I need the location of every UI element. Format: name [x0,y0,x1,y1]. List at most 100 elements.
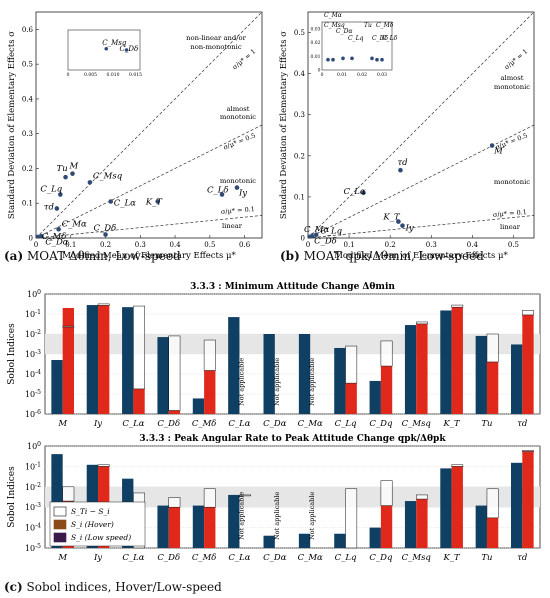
data-point [400,223,405,228]
y-tick-label: 0.6 [22,26,34,34]
point-label: C_Mα [62,219,87,229]
legend-swatch [53,532,67,543]
bar-low-speed [192,398,205,414]
bar-st-minus-si [133,305,145,390]
not-applicable-label: Not applicable [237,358,245,406]
x-tick-label: 0.4 [467,241,479,249]
data-point [87,180,93,185]
bar-hover [380,366,393,414]
bar-low-speed [228,494,240,548]
category-label: C_Lα [122,419,144,429]
category-label: C_Lα [228,553,250,563]
category-label: C_Lα [228,419,250,429]
category-label: M [57,419,67,429]
data-point [361,190,366,196]
inset-point [341,56,345,61]
caption-c: (c) Sobol indices, Hover/Low-speed [4,580,222,594]
point-label: C_Dδ [314,236,337,246]
point-label: K_T [145,197,164,207]
bar-low-speed [334,347,346,414]
y-tick-label: 0.2 [22,165,33,173]
plot-group [308,12,534,238]
y-tick-label: 10-1 [25,309,41,319]
bar-hover [416,499,428,548]
bar-hover [451,466,463,548]
inset-point-label: C_Msq [102,39,127,47]
caption-b: (b) MOAT qpk/Δθmin, Low-speed [280,249,484,263]
x-tick-label: 0.5 [508,241,519,249]
category-label: C_Lq [335,419,357,429]
bar-low-speed [404,325,417,414]
point-label: Iy [238,189,247,199]
bar-st-minus-si [62,325,75,328]
point-label: C_Mα [304,225,329,235]
point-label: C_Mδ [42,232,67,242]
category-label: C_Dα [263,419,287,429]
y-tick-label: 0.1 [22,200,33,208]
inset-box [321,21,393,71]
x-axis-label: Modified Mean of Elementary Effects μ* [62,251,236,261]
bar-st-minus-si [168,497,181,508]
category-label: τd [517,553,528,563]
x-tick-label: 0.4 [170,241,182,249]
data-point [398,167,403,173]
point-label: C_Dα [45,237,69,247]
bar-low-speed [51,454,63,548]
category-label: C_Mα [298,553,323,563]
bar-st-minus-si [203,339,216,371]
y-tick-label: 10-1 [25,461,41,471]
category-label: Iy [93,553,102,563]
bar-hover [345,383,357,414]
bar-st-minus-si [522,310,534,316]
category-label: C_Msq [402,553,432,563]
category-label: Tu [481,553,492,563]
category-label: τd [517,419,528,429]
data-point [103,232,108,237]
inset-x-tick-label: 0.015 [129,72,142,78]
ratio-line [36,12,262,238]
inset-point [326,57,330,62]
inset-point-label: C_Msq [324,22,345,29]
category-label: C_Dq [369,419,393,429]
inset-y-tick-label: 0 [318,68,321,74]
y-tick-label: 100 [27,441,41,451]
bar-hover [168,410,181,414]
ratio-line [308,215,534,238]
ratio-line [36,215,262,238]
ratio-line-label: σ/μ* = 0.1 [221,205,256,216]
bar-low-speed [51,360,63,414]
region-label: monotonic [494,178,530,186]
scatter-chart-b: 0 0.1 0.2 0.3 0.4 0.500.10.20.30.40.5Modified… [279,11,535,261]
x-tick-label: 0.1 [344,241,355,249]
point-label: M [69,162,79,172]
bar-low-speed [263,334,275,414]
y-tick-label: 10-3 [25,349,41,359]
point-label: τd [397,158,408,168]
data-point [219,192,225,197]
x-tick-label: 0 [306,241,310,249]
inset-point-label: C_Dδ [120,45,139,53]
point-label: C_Msq [93,171,123,181]
x-tick-label: 0.3 [426,241,437,249]
bar-st-minus-si [416,494,428,500]
y-tick-label: 0.1 [294,193,305,201]
category-label: C_Dδ [157,419,180,429]
not-applicable-label: Not applicable [273,492,281,540]
data-point [309,234,315,238]
bar-low-speed [369,527,381,548]
bar-st-minus-si [416,321,428,325]
inset-point-label: C_Dδ [372,35,388,42]
data-point [313,232,319,238]
data-point [58,192,63,197]
y-axis-label: Standard Deviation of Elementary Effects… [7,31,17,219]
y-tick-label: 10-5 [25,543,41,553]
bar-st-minus-si [97,303,110,306]
bar-hover [204,507,216,548]
region-label: almost [501,74,524,82]
inset-point [331,57,335,62]
ratio-line-label: σ/μ* = 0.1 [493,208,528,219]
data-point [155,199,160,204]
bar-st-minus-si [451,464,464,467]
category-label: Iy [93,419,102,429]
y-tick-label: 10-5 [25,389,41,399]
